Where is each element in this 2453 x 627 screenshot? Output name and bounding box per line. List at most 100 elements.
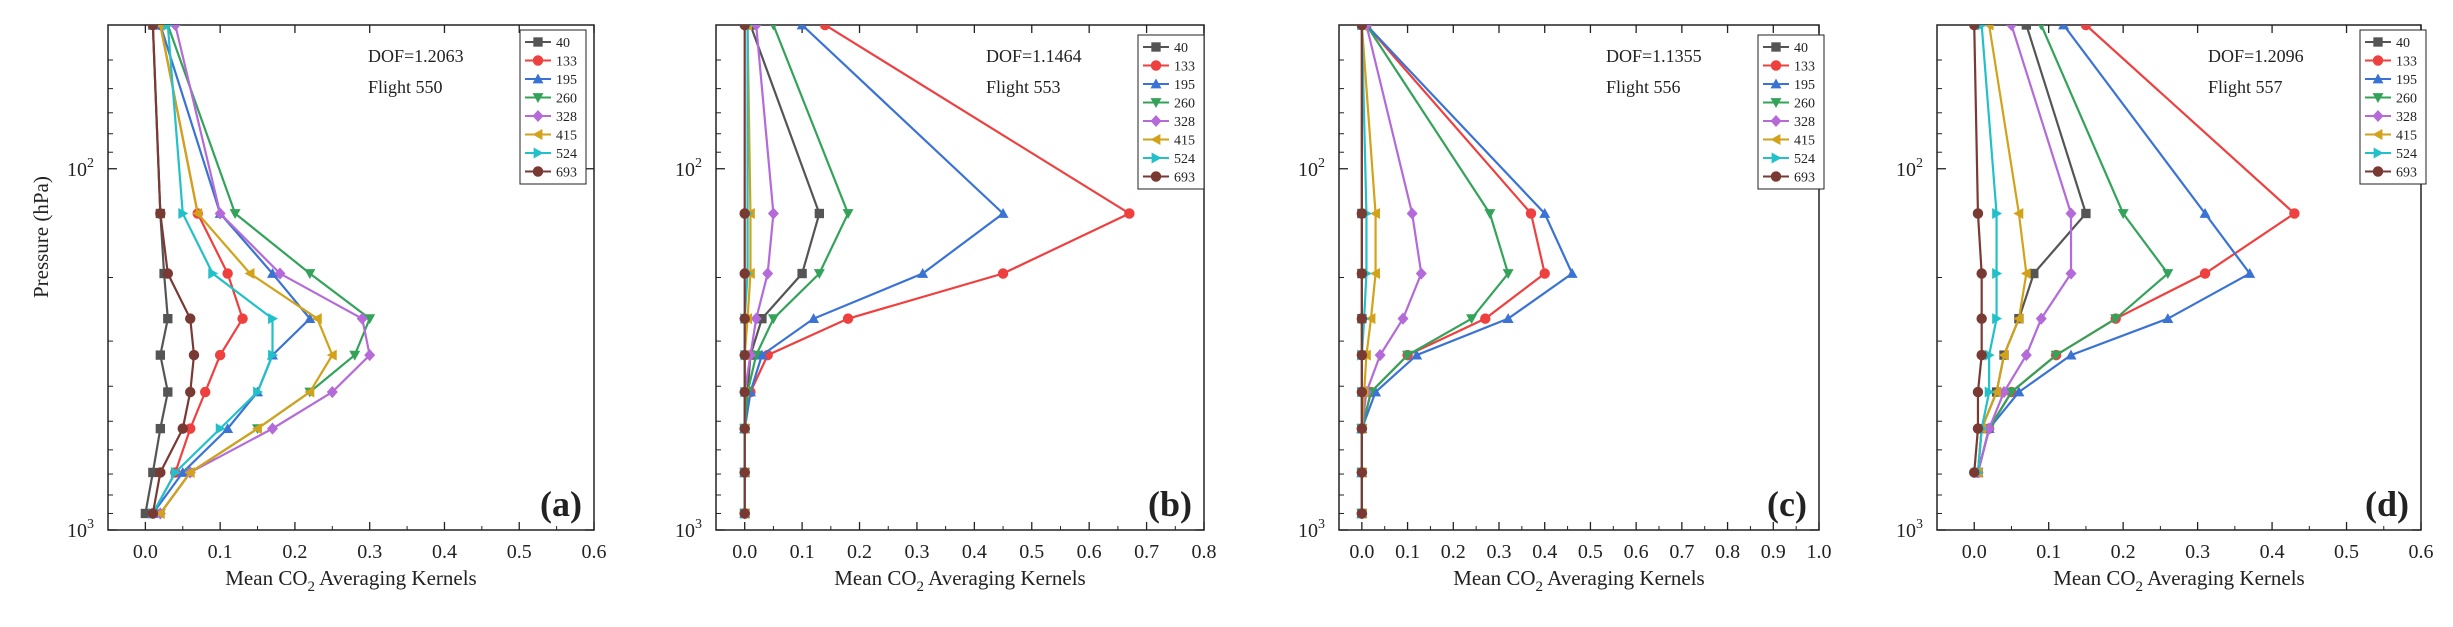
- data-point-195: [917, 268, 929, 278]
- data-point-524: [1992, 268, 2003, 280]
- x-tick-label: 0.5: [2334, 541, 2359, 563]
- data-point-415: [154, 507, 165, 519]
- legend-label-415: 415: [1794, 134, 1815, 149]
- legend-marker-195: [532, 73, 544, 84]
- flight-annotation: Flight 553: [986, 77, 1061, 97]
- legend-marker-524: [2373, 147, 2384, 159]
- data-point-693: [155, 467, 166, 478]
- x-tick-label: 0.2: [282, 541, 307, 563]
- data-point-693: [739, 349, 750, 361]
- legend-marker-260: [1150, 98, 1162, 108]
- legend-marker-415: [1770, 134, 1781, 145]
- legend-marker-133: [2372, 55, 2384, 66]
- data-point-195: [1502, 313, 1514, 324]
- data-point-195: [1539, 207, 1551, 218]
- y-tick-label: 103: [675, 517, 702, 542]
- legend-box: [1137, 34, 1205, 190]
- legend-label-133: 133: [1794, 60, 1815, 75]
- dof-annotation: DOF=1.1464: [986, 46, 1082, 66]
- data-point-693: [1356, 313, 1368, 324]
- series-line-328: [1360, 25, 1423, 514]
- legend-marker-40: [533, 37, 543, 47]
- x-axis-label: Mean CO2 Averaging Kernels: [2053, 566, 2304, 595]
- data-point-133: [2289, 208, 2300, 219]
- x-tick-label: 0.0: [1349, 541, 1374, 563]
- data-point-415: [2020, 268, 2031, 280]
- data-point-133: [222, 268, 233, 279]
- data-point-260: [2162, 269, 2174, 280]
- x-tick-label: 0.1: [208, 541, 233, 563]
- x-tick-label: 0.9: [1761, 541, 1786, 563]
- data-point-415: [1370, 207, 1380, 219]
- data-point-524: [253, 386, 264, 398]
- legend-marker-693: [2372, 166, 2384, 177]
- x-tick-label: 0.0: [133, 541, 158, 563]
- data-point-693: [739, 25, 750, 31]
- data-point-328: [750, 312, 762, 325]
- x-tick-label: 0.4: [432, 541, 457, 563]
- data-point-133: [819, 25, 831, 31]
- y-tick-label: 103: [1896, 517, 1923, 542]
- data-point-524: [268, 349, 278, 361]
- data-point-195: [177, 466, 189, 477]
- flight-annotation: Flight 556: [1606, 77, 1681, 97]
- data-point-260: [2005, 387, 2017, 398]
- legend-label-693: 693: [1794, 171, 1815, 186]
- data-point-524: [178, 207, 189, 219]
- data-point-693: [185, 313, 196, 324]
- series-line-693: [1973, 25, 1983, 473]
- data-point-260: [767, 314, 779, 325]
- data-point-133: [185, 423, 196, 434]
- legend-label-195: 195: [1174, 78, 1195, 93]
- x-tick-label: 0.5: [507, 541, 532, 563]
- data-point-260: [304, 269, 316, 280]
- x-tick-label: 0.1: [2036, 541, 2061, 563]
- data-point-524: [208, 268, 219, 280]
- data-point-195: [2065, 349, 2077, 360]
- data-point-260: [364, 314, 376, 325]
- data-point-40: [797, 268, 807, 279]
- legend-marker-328: [1150, 114, 1162, 128]
- data-point-693: [1969, 25, 1980, 31]
- legend-marker-133: [532, 55, 544, 66]
- data-point-693: [739, 313, 750, 324]
- data-point-195: [304, 313, 316, 324]
- legend-label-524: 524: [1794, 152, 1815, 167]
- x-tick-label: 0.6: [1077, 541, 1102, 563]
- legend-label-693: 693: [1174, 171, 1195, 186]
- legend-label-133: 133: [556, 55, 577, 70]
- data-point-133: [1124, 208, 1135, 219]
- x-tick-label: 0.2: [847, 541, 872, 563]
- data-point-415: [244, 268, 255, 280]
- legend-marker-524: [1771, 152, 1782, 164]
- legend-label-40: 40: [2396, 36, 2410, 51]
- plot-area: [1356, 25, 1578, 520]
- legend-marker-693: [532, 166, 544, 177]
- x-tick-label: 0.4: [2260, 541, 2285, 563]
- data-point-328: [1998, 385, 2010, 399]
- data-point-260: [813, 269, 825, 280]
- legend-marker-328: [2372, 109, 2384, 123]
- legend-marker-328: [1770, 114, 1782, 128]
- data-point-524: [1992, 313, 2003, 325]
- dof-annotation: DOF=1.2063: [368, 46, 464, 66]
- data-point-328: [214, 207, 226, 220]
- data-point-415: [1370, 268, 1380, 280]
- legend-marker-260: [532, 93, 544, 103]
- panel-label: (c): [1767, 484, 1807, 524]
- data-point-260: [1484, 209, 1496, 219]
- legend: 40 133 195 260 328 415 524 693: [519, 29, 587, 185]
- legend-label-328: 328: [2396, 110, 2417, 125]
- data-point-328: [1374, 349, 1386, 362]
- data-point-40: [155, 350, 166, 360]
- data-point-524: [1984, 386, 1995, 398]
- data-point-693: [1356, 386, 1368, 398]
- legend-marker-40: [1151, 42, 1161, 52]
- data-point-524: [163, 25, 174, 31]
- data-point-328: [266, 422, 278, 435]
- legend-marker-40: [2373, 37, 2383, 47]
- x-tick-label: 0.2: [2111, 541, 2136, 563]
- data-point-260: [1402, 350, 1414, 361]
- data-point-524: [215, 423, 226, 435]
